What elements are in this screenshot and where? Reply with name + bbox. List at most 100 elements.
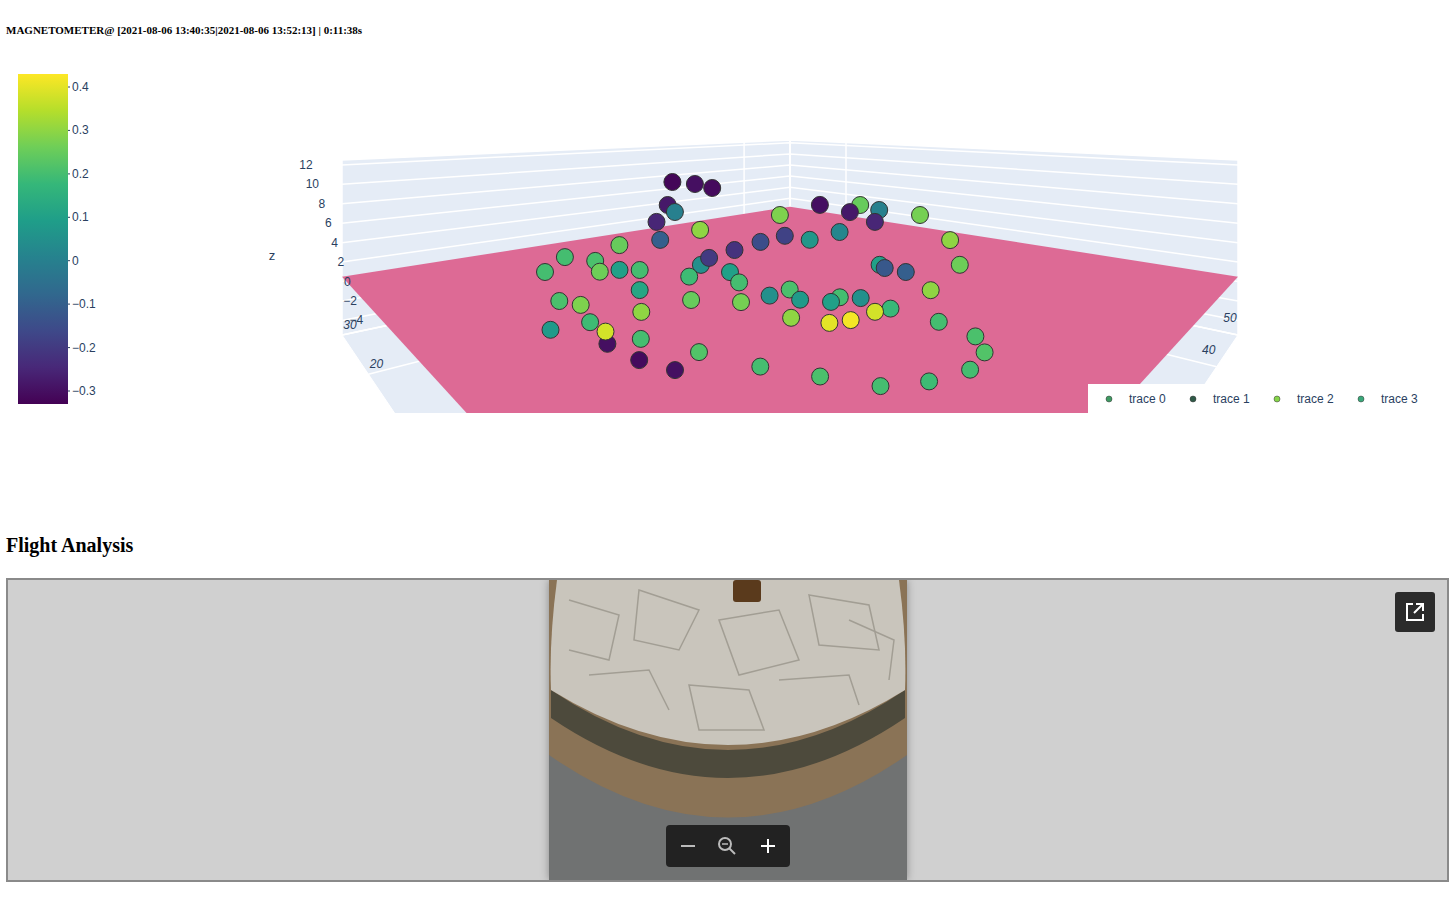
data-point — [731, 274, 748, 291]
data-point — [866, 213, 883, 230]
data-point — [542, 321, 559, 338]
photo-post — [733, 580, 761, 602]
photo-stone-joint — [569, 600, 619, 660]
data-point — [704, 180, 721, 197]
data-point — [912, 207, 929, 224]
zoom-reset-icon-handle — [730, 849, 736, 855]
data-point — [701, 249, 718, 266]
zoom-in-icon-v — [767, 839, 769, 853]
data-point — [842, 312, 859, 329]
photo-stone-joint — [719, 610, 799, 675]
data-point — [771, 207, 788, 224]
open-external-arrow — [1414, 604, 1423, 613]
z-tick-label: 2 — [338, 255, 345, 269]
markers — [537, 174, 994, 395]
zoom-reset-icon — [719, 838, 731, 850]
data-point — [823, 293, 840, 310]
open-external-button[interactable] — [1395, 592, 1435, 632]
data-point — [831, 224, 848, 241]
data-point — [752, 358, 769, 375]
zoom-reset-hit — [710, 829, 746, 863]
z-tick-label: 6 — [325, 216, 332, 230]
legend-item[interactable]: trace 2 — [1274, 392, 1334, 406]
x-tick-label: 40 — [1202, 343, 1216, 357]
colorbar — [18, 74, 68, 404]
y-tick-label: 20 — [369, 357, 384, 371]
colorbar-tick — [68, 304, 70, 305]
data-point — [801, 231, 818, 248]
zoom-out-button[interactable] — [670, 829, 706, 863]
photo-stone — [551, 580, 906, 745]
colorbar-tick-label: 0 — [72, 254, 79, 268]
data-point — [611, 237, 628, 254]
colorbar-tick — [68, 260, 70, 261]
data-point — [876, 260, 893, 277]
data-point — [632, 330, 649, 347]
legend-label: trace 3 — [1381, 392, 1418, 406]
data-point — [811, 196, 828, 213]
data-point — [591, 263, 608, 280]
colorbar-tick-label: 0.3 — [72, 123, 89, 137]
photo-stone-joint — [589, 670, 669, 710]
colorbar-tick-label: 0.1 — [72, 210, 89, 224]
photo-stone-joint — [779, 675, 859, 705]
legend-item[interactable]: trace 0 — [1106, 392, 1166, 406]
data-point — [922, 282, 939, 299]
data-point — [686, 176, 703, 193]
colorbar-tick-label: 0.2 — [72, 167, 89, 181]
data-point — [812, 368, 829, 385]
colorbar-tick — [68, 87, 70, 88]
data-point — [783, 309, 800, 326]
data-point — [776, 227, 793, 244]
z-tick-label: 0 — [344, 275, 351, 289]
data-point — [692, 221, 709, 238]
data-point — [821, 314, 838, 331]
data-point — [652, 231, 669, 248]
z-axis-title: z — [269, 248, 276, 263]
colorbar-ticks: 0.40.30.20.10−0.1−0.2−0.3 — [68, 80, 96, 398]
legend-swatch — [1190, 396, 1196, 402]
data-point — [556, 249, 573, 266]
zoom-reset-icon-bar — [722, 843, 728, 845]
legend-swatch — [1358, 396, 1364, 402]
scene-content — [342, 140, 1238, 413]
data-point — [664, 174, 681, 191]
data-point — [921, 373, 938, 390]
colorbar-tick — [68, 130, 70, 131]
data-point — [537, 264, 554, 281]
data-point — [631, 282, 648, 299]
data-point — [897, 264, 914, 281]
x-tick-label: 50 — [1223, 311, 1237, 325]
zoom-reset-button[interactable] — [710, 829, 746, 863]
data-point — [792, 291, 809, 308]
colorbar-tick — [68, 173, 70, 174]
data-point — [597, 323, 614, 340]
data-point — [942, 232, 959, 249]
data-point — [631, 352, 648, 369]
photo-stone-joint — [634, 590, 699, 650]
data-point — [967, 328, 984, 345]
legend-label: trace 0 — [1129, 392, 1166, 406]
legend-swatch — [1274, 396, 1280, 402]
zoom-in-button[interactable] — [750, 829, 786, 863]
data-point — [633, 303, 650, 320]
z-tick-label: 10 — [306, 177, 320, 191]
open-external-background — [1395, 592, 1435, 632]
z-tick-label: 4 — [331, 236, 338, 250]
data-point — [631, 262, 648, 279]
photo-stone-joint — [849, 620, 894, 680]
data-point — [551, 293, 568, 310]
legend-item[interactable]: trace 1 — [1190, 392, 1250, 406]
legend: trace 0 trace 1 trace 2 trace 3 — [1089, 385, 1453, 413]
data-point — [930, 313, 947, 330]
data-point — [666, 204, 683, 221]
legend-label: trace 2 — [1297, 392, 1334, 406]
photo-stone-joint — [689, 685, 764, 730]
toolbar-background — [666, 825, 790, 867]
colorbar-tick-label: 0.4 — [72, 80, 89, 94]
legend-item[interactable]: trace 3 — [1358, 392, 1418, 406]
data-point — [681, 268, 698, 285]
data-point — [667, 362, 684, 379]
zoom-toolbar — [666, 825, 790, 867]
axis-labels: 121086420−2−440502030z — [269, 158, 1237, 371]
